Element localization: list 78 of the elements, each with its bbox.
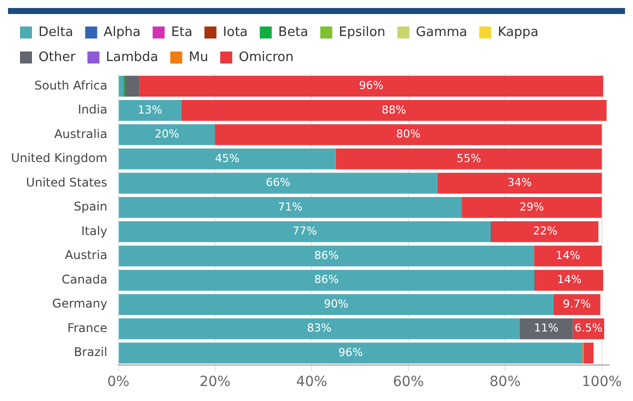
y-tick-label: Australia [54,126,108,141]
bar [437,172,602,194]
legend-label: Delta [38,24,74,40]
y-tick-label: South Africa [34,78,108,92]
data-label: 13% [138,103,162,116]
bar [336,148,602,170]
data-label: 77% [292,224,317,238]
bar [215,124,602,146]
bar [118,197,462,218]
legend-label: Eta [171,24,192,40]
legend-label: Beta [278,24,308,40]
bar [181,100,607,121]
legend-label: Gamma [416,24,468,40]
x-tick-label: 80% [490,374,521,390]
data-label: 66% [266,176,290,190]
bar [118,221,491,242]
bar [118,172,438,194]
bar [584,342,594,364]
x-tick-label: 0% [107,374,130,390]
bar [118,342,582,364]
bar [553,294,600,315]
bar [492,221,598,242]
data-label: 22% [532,224,558,238]
bar [139,76,604,97]
data-label: 34% [507,176,532,190]
legend-label: Alpha [104,24,141,40]
legend-label: Kappa [498,24,538,40]
y-tick-label: Germany [52,296,108,311]
bar [118,76,124,97]
y-tick-label: France [67,320,108,335]
bar [118,100,182,121]
legend-label: Omicron [238,50,294,65]
data-label: 20% [154,128,180,141]
data-label: 11% [534,322,558,335]
data-label: 88% [382,103,406,116]
bar [118,148,336,170]
legend-label: Other [38,50,76,65]
y-tick-label: United States [26,175,108,190]
data-label: 9.7% [562,297,591,310]
y-tick-label: Austria [64,248,108,262]
data-label: 14% [557,273,582,286]
data-label: 96% [358,78,384,92]
y-tick-label: United Kingdom [10,151,108,166]
data-label: 96% [338,346,363,359]
data-label: 80% [396,128,421,141]
y-tick-label: Spain [74,200,108,214]
bar [118,246,534,266]
legend-label: Mu [188,50,208,65]
x-tick-label: 60% [392,374,424,390]
data-label: 83% [306,322,332,335]
y-tick-label: Brazil [74,345,108,360]
legend-label: Epsilon [338,24,386,40]
bar [462,197,602,218]
data-label: 86% [314,273,339,286]
data-label: 86% [314,248,339,262]
x-tick-label: 20% [199,374,231,390]
y-tick-label: India [78,102,108,117]
bar [118,270,534,291]
data-label: 29% [519,200,544,214]
bar [118,124,216,146]
data-label: 45% [215,152,240,165]
x-tick-label: 40% [296,374,328,390]
legend-label: Lambda [106,50,158,65]
data-label: 90% [324,297,348,310]
bar [534,246,602,266]
bar [520,318,573,340]
bar [124,76,140,97]
data-label: 14% [556,248,580,262]
bar [118,294,554,315]
x-tick-label: 100% [582,374,622,390]
data-label: 55% [456,152,482,165]
bar [118,318,520,340]
y-tick-label: Canada [62,272,108,286]
data-label: 71% [278,200,302,214]
y-tick-label: Italy [81,224,108,238]
data-label: 6.5% [574,322,602,335]
bar [536,270,604,291]
legend-label: Iota [222,24,248,40]
